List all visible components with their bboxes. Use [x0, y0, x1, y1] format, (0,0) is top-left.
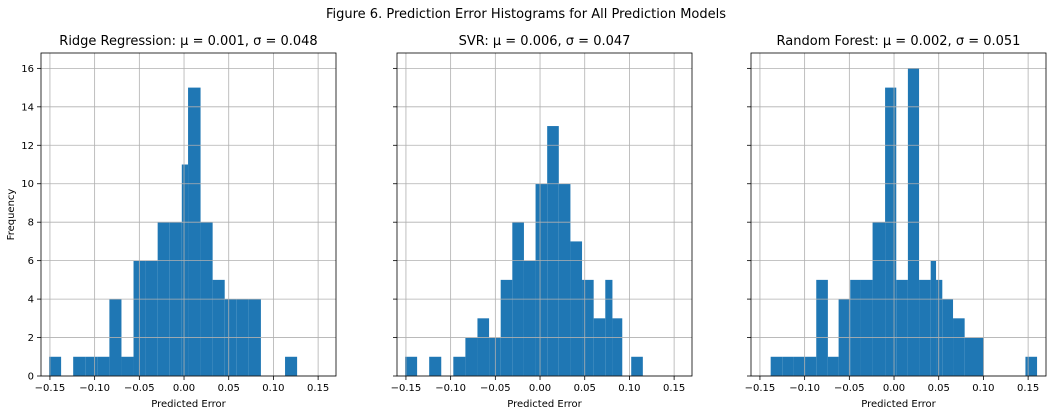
- x-tick-label: −0.05: [834, 383, 865, 394]
- axes-frame: [750, 52, 1047, 377]
- y-tick-label: 0: [28, 372, 34, 383]
- histogram-bar: [453, 356, 466, 376]
- y-tick-label: 12: [21, 141, 34, 152]
- x-tick-label: −0.15: [745, 383, 776, 394]
- histogram-bar: [523, 260, 536, 376]
- x-tick-label: −0.15: [391, 383, 422, 394]
- histogram-bar: [860, 279, 873, 376]
- x-tick-label: −0.05: [480, 383, 511, 394]
- y-tick-label: 8: [28, 218, 34, 229]
- histogram-bar: [188, 87, 201, 376]
- x-tick-label: 0.15: [663, 383, 685, 394]
- histogram-bar: [827, 356, 839, 376]
- histogram-bar: [85, 356, 98, 376]
- histogram-bar: [535, 183, 548, 376]
- y-axis-label: Frequency: [6, 189, 17, 241]
- x-tick-label: −0.10: [789, 383, 820, 394]
- panel-title: Random Forest: μ = 0.002, σ = 0.051: [777, 34, 1021, 49]
- histogram-bar: [570, 241, 583, 376]
- x-axis-label: Predicted Error: [507, 399, 582, 410]
- histogram-bar: [930, 260, 937, 376]
- panel-title: SVR: μ = 0.006, σ = 0.047: [459, 34, 631, 49]
- histogram-bar: [605, 279, 613, 376]
- x-tick-label: 0.15: [1017, 383, 1039, 394]
- x-tick-label: 0.05: [218, 383, 240, 394]
- x-tick-label: 0.05: [928, 383, 950, 394]
- histogram-bar: [429, 356, 442, 376]
- histogram-bar: [612, 318, 623, 376]
- histogram-bar: [465, 337, 478, 376]
- x-tick-label: −0.15: [35, 383, 66, 394]
- histogram-bar: [793, 356, 806, 376]
- panel-title: Ridge Regression: μ = 0.001, σ = 0.048: [59, 34, 317, 49]
- y-tick-label: 10: [21, 179, 34, 190]
- histogram-bar: [477, 318, 490, 376]
- histogram-bar: [49, 356, 62, 376]
- x-tick-label: 0.00: [529, 383, 551, 394]
- x-tick-label: −0.05: [124, 383, 155, 394]
- histogram-bar: [896, 279, 908, 376]
- histogram-bar: [405, 356, 418, 376]
- histogram-bar: [73, 356, 86, 376]
- histogram-bar: [782, 356, 794, 376]
- histogram-bar: [212, 279, 225, 376]
- y-tick-label: 14: [21, 102, 34, 113]
- histogram-bar: [547, 126, 559, 376]
- histogram-bar: [850, 279, 861, 376]
- axes-frame: [396, 52, 693, 377]
- figure-title: Figure 6. Prediction Error Histograms fo…: [326, 7, 726, 22]
- x-tick-label: 0.00: [883, 383, 905, 394]
- histogram-bar: [964, 337, 984, 376]
- x-tick-label: 0.10: [618, 383, 640, 394]
- histogram-bar: [953, 318, 965, 376]
- histogram-bar: [582, 279, 594, 376]
- histogram-bar: [936, 279, 943, 376]
- histogram-bar: [145, 260, 158, 376]
- y-tick-label: 4: [28, 295, 34, 306]
- histogram-bar: [1025, 356, 1038, 376]
- histogram-bar: [593, 318, 606, 376]
- x-tick-label: −0.10: [435, 383, 466, 394]
- y-tick-label: 6: [28, 256, 34, 267]
- histogram-bar: [805, 356, 817, 376]
- histogram-panel-1: −0.15 −0.10 −0.05 0.00 0.05 0.10 0.15 0 2 4 6 8 10 12…: [6, 34, 337, 410]
- histogram-bar: [97, 356, 110, 376]
- histogram-bar: [816, 279, 828, 376]
- histogram-bar: [181, 164, 189, 376]
- histogram-bar: [558, 183, 571, 376]
- histogram-bar: [919, 279, 931, 376]
- histogram-bar: [770, 356, 783, 376]
- axes-frame: [40, 52, 337, 377]
- x-axis-label: Predicted Error: [151, 399, 226, 410]
- histogram-bar: [489, 337, 501, 376]
- x-axis-label: Predicted Error: [861, 399, 936, 410]
- x-tick-label: 0.10: [972, 383, 994, 394]
- x-tick-label: 0.15: [307, 383, 329, 394]
- histogram-panel-2: −0.15 −0.10 −0.05 0.00 0.05 0.10 0.15 SVR: μ = …: [391, 34, 693, 410]
- histogram-panel-3: −0.15 −0.10 −0.05 0.00 0.05 0.10 0.15 Random Fo…: [745, 34, 1047, 410]
- x-tick-label: 0.10: [262, 383, 284, 394]
- histogram-bar: [500, 279, 513, 376]
- x-tick-label: −0.10: [79, 383, 110, 394]
- histogram-bar: [631, 356, 643, 376]
- y-tick-label: 2: [28, 333, 34, 344]
- histogram-bar: [285, 356, 298, 376]
- histogram-bar: [885, 87, 897, 376]
- x-tick-label: 0.05: [574, 383, 596, 394]
- histogram-bar: [121, 356, 134, 376]
- y-tick-label: 16: [21, 64, 34, 75]
- x-tick-label: 0.00: [173, 383, 195, 394]
